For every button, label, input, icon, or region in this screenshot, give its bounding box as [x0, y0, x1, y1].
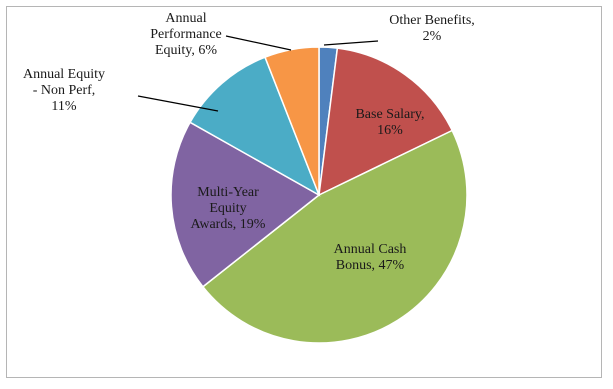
leader-lines — [137, 35, 379, 112]
slice-label-line: Bonus, 47% — [336, 258, 405, 273]
slice-label-line: Base Salary, — [355, 107, 424, 122]
slice-label-line: - Non Perf, — [33, 83, 96, 98]
slice-label-line: 11% — [51, 99, 76, 114]
slice-label-line: Annual Equity — [23, 67, 105, 82]
slice-label-line: Equity, 6% — [155, 43, 217, 58]
slice-label: Base Salary, 16% — [355, 107, 424, 138]
slice-label: Multi-Year Equity Awards, 19% — [191, 185, 266, 232]
slice-label: Annual Performance Equity, 6% — [150, 11, 222, 58]
slice-label-line: Awards, 19% — [191, 217, 266, 232]
pie-slice-annual-equity-non-perf-11 — [189, 56, 321, 197]
slice-label-line: Annual Cash — [334, 242, 407, 257]
slice-label-line: 2% — [423, 29, 442, 44]
slice-label-line: Performance — [150, 27, 222, 42]
pie-slice-annual-cash-bonus-47 — [201, 129, 468, 344]
slice-label-line: Equity — [209, 201, 246, 216]
leader-line — [323, 40, 379, 46]
leader-line — [137, 95, 219, 112]
pie-slice-multi-year-equity-awards-19 — [170, 121, 321, 288]
slice-label: Annual Equity - Non Perf, 11% — [23, 67, 105, 114]
slice-label-line: 16% — [377, 123, 403, 138]
slice-label-line: Annual — [165, 11, 206, 26]
slice-label: Annual Cash Bonus, 47% — [334, 242, 407, 273]
slice-label-line: Other Benefits, — [389, 13, 475, 28]
leader-line — [225, 35, 292, 51]
slice-labels: Other Benefits, 2% Base Salary, 16% Annual C… — [23, 11, 475, 273]
slice-label: Other Benefits, 2% — [389, 13, 475, 44]
pie-slice-annual-performance-equity-6 — [264, 46, 320, 196]
pie-slices — [170, 46, 468, 344]
pie-slice-base-salary-16 — [318, 47, 454, 197]
slice-label-line: Multi-Year — [197, 185, 259, 200]
